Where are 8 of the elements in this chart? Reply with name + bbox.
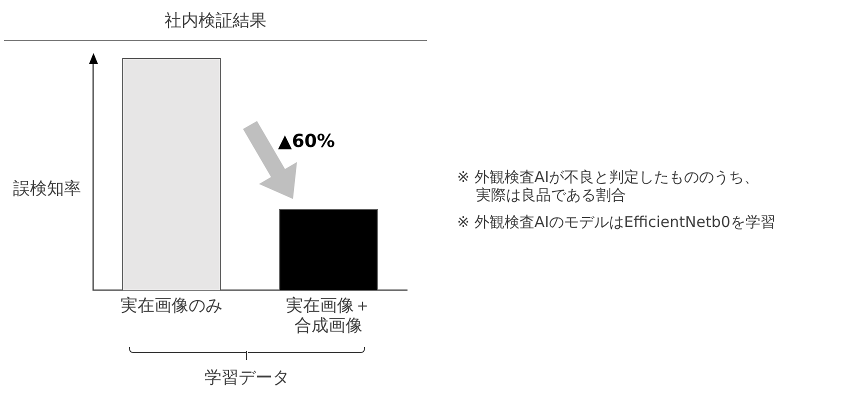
x-axis-title: 学習データ [204,367,290,389]
y-axis-title: 誤検知率 [13,178,81,200]
annotation: ▲60% [278,131,335,152]
x-tick-label: 実在画像＋合成画像 [286,296,371,336]
text: ※ 外観検査AIのモデルはEfficientNetb0を学習 [457,213,776,231]
x-tick-label: 実在画像のみ [120,296,222,316]
chart-title: 社内検証結果 [164,10,268,32]
text: ※ 外観検査AIが不良と判定したもののうち、実際は良品である割合 [457,168,760,204]
